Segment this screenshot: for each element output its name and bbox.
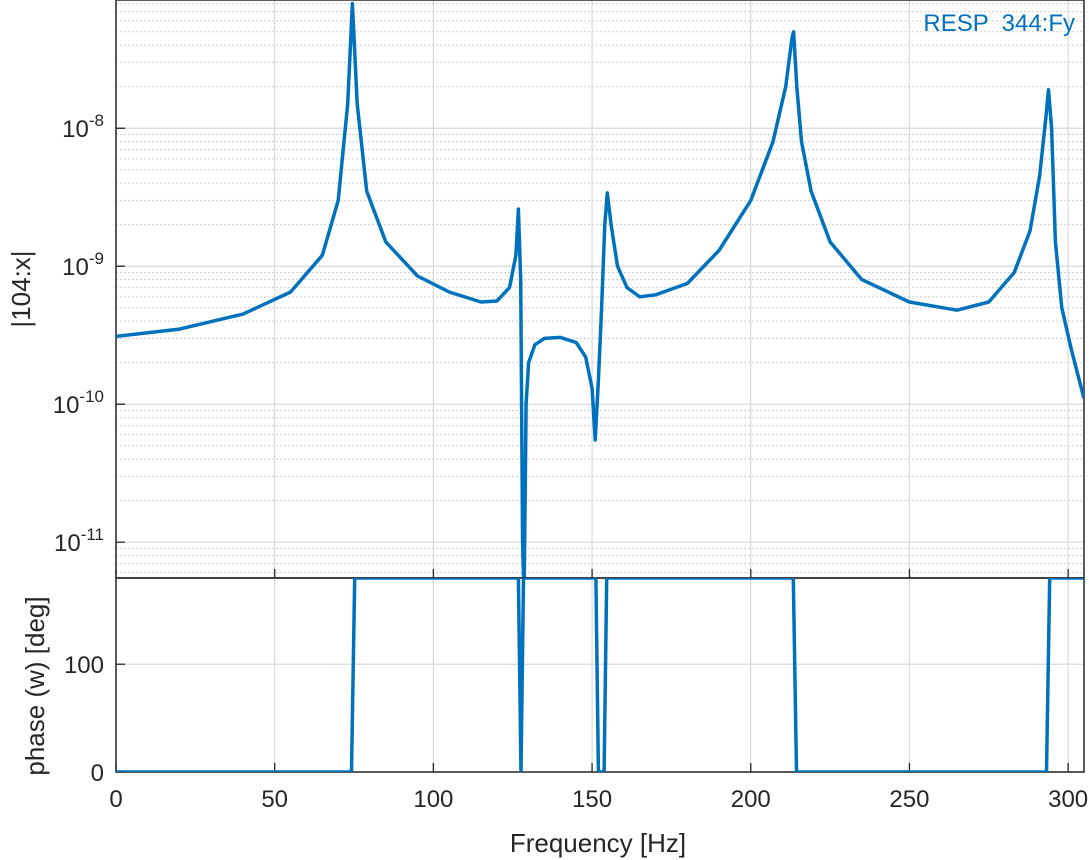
phase-x-ticks: 0 50 100 150 200 250 300	[109, 569, 1088, 813]
x-tick-label: 100	[413, 786, 453, 813]
x-tick-label: 0	[109, 786, 122, 813]
magnitude-grid	[115, 0, 1084, 578]
x-tick-label: 50	[261, 786, 288, 813]
phase-y-ticks: 0 100	[64, 652, 125, 787]
x-tick-label: 150	[572, 786, 612, 813]
legend-entry: RESP 344:Fy	[923, 10, 1075, 37]
phase-grid	[115, 578, 1084, 773]
x-tick-label: 300	[1048, 786, 1088, 813]
magnitude-y-tick-label: 10-8	[62, 111, 104, 143]
magnitude-y-tick-label: 10-10	[53, 387, 104, 419]
phase-y-tick-label: 100	[64, 652, 104, 679]
magnitude-panel: 10-11 10-10 10-9 10-8 |104:x| RESP 344:Fy	[6, 0, 1085, 579]
phase-plot-box	[115, 577, 1085, 773]
x-axis-label: Frequency [Hz]	[510, 828, 686, 858]
phase-y-axis-label: phase (w) [deg]	[20, 596, 50, 775]
magnitude-y-tick-label: 10-9	[62, 249, 104, 281]
x-tick-label: 250	[889, 786, 929, 813]
phase-y-tick-label: 0	[91, 760, 104, 787]
magnitude-series-line	[116, 1, 1084, 578]
magnitude-y-tick-label: 10-11	[54, 525, 104, 557]
magnitude-y-axis-label: |104:x|	[6, 250, 36, 327]
x-tick-label: 200	[731, 786, 771, 813]
phase-series-line	[116, 578, 1084, 772]
magnitude-y-ticks: 10-11 10-10 10-9 10-8	[53, 111, 125, 557]
